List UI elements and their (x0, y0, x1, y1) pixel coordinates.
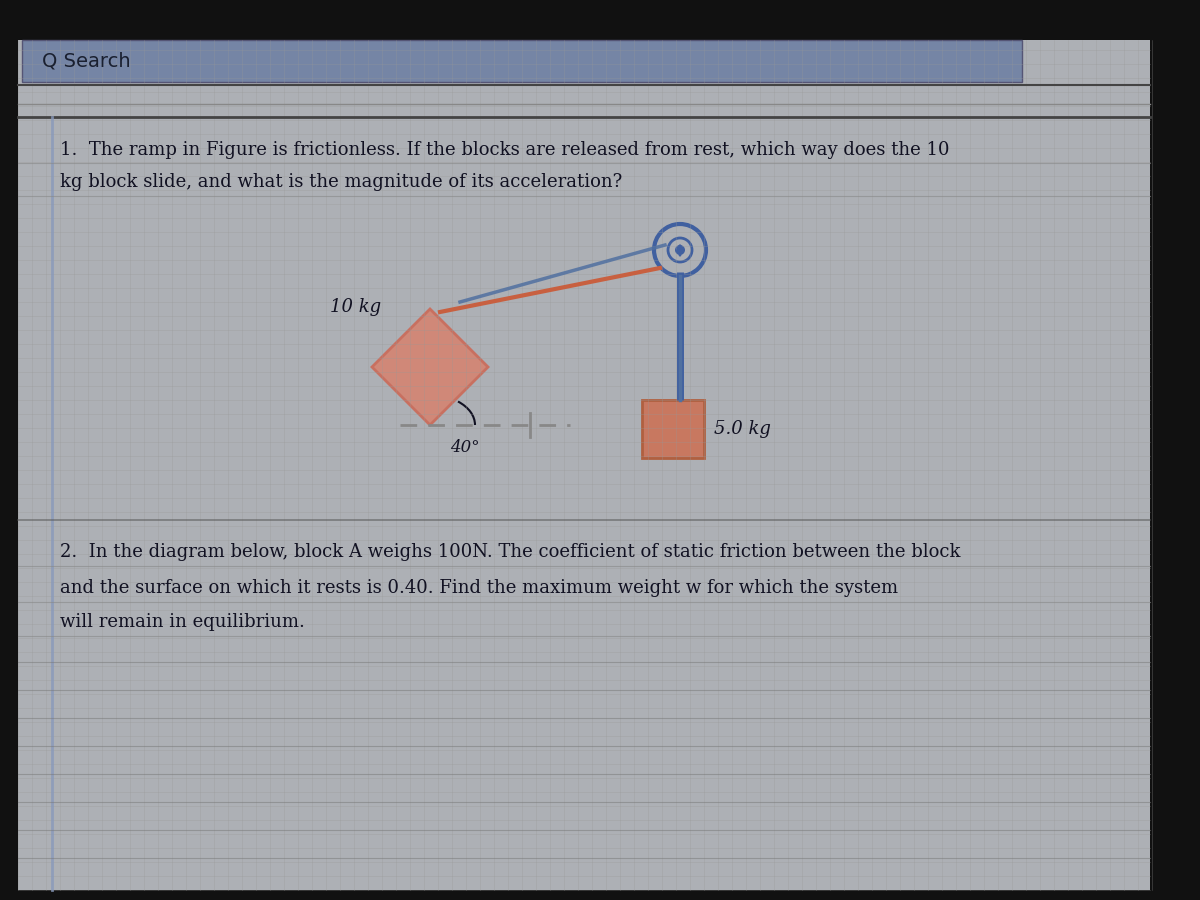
Text: and the surface on which it rests is 0.40. Find the maximum weight w for which t: and the surface on which it rests is 0.4… (60, 579, 898, 597)
Polygon shape (372, 309, 488, 425)
Bar (0, 0, 18, 900)
Bar (0, 890, 1200, 900)
Text: kg block slide, and what is the magnitude of its acceleration?: kg block slide, and what is the magnitud… (60, 173, 623, 191)
Bar (642, 400, 704, 458)
Text: Q Search: Q Search (42, 51, 131, 70)
Text: 1.  The ramp in Figure is frictionless. If the blocks are released from rest, wh: 1. The ramp in Figure is frictionless. I… (60, 141, 949, 159)
Text: 10 kg: 10 kg (330, 298, 382, 316)
Text: 2.  In the diagram below, block A weighs 100N. The coefficient of static frictio: 2. In the diagram below, block A weighs … (60, 543, 960, 561)
Bar (1150, 0, 1200, 900)
Circle shape (674, 245, 685, 255)
Bar (0, 0, 1200, 40)
Text: 5.0 kg: 5.0 kg (714, 420, 770, 438)
Text: 40°: 40° (450, 438, 480, 455)
Bar (22, 40, 1022, 82)
Text: will remain in equilibrium.: will remain in equilibrium. (60, 613, 305, 631)
